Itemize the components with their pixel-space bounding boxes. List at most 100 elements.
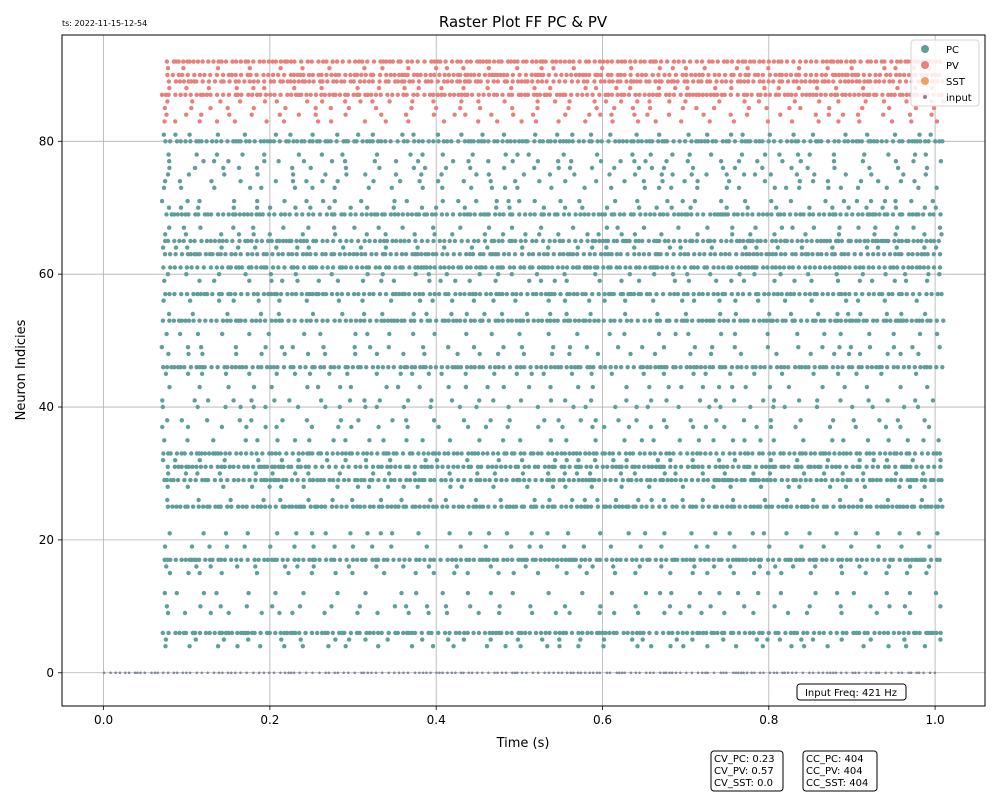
spike-point — [676, 404, 681, 410]
spike-point — [910, 458, 915, 463]
spike-point — [230, 59, 235, 64]
spike-point — [246, 637, 251, 642]
legend-pv-marker — [921, 61, 929, 69]
spike-point — [825, 291, 830, 297]
spike-point — [424, 544, 429, 549]
spike-point — [178, 205, 184, 210]
spike-point — [873, 72, 878, 78]
spike-point — [177, 79, 183, 84]
spike-point — [540, 504, 545, 509]
spike-point — [833, 85, 839, 91]
spike-point — [627, 272, 632, 277]
spike-point — [797, 179, 802, 184]
spike-point — [348, 265, 354, 270]
spike-point — [214, 92, 220, 98]
spike-point — [807, 205, 812, 210]
spike-point — [779, 79, 785, 84]
spike-point — [516, 139, 522, 144]
spike-point — [525, 79, 530, 84]
spike-point — [607, 504, 613, 509]
spike-point — [933, 671, 937, 675]
spike-point — [176, 72, 181, 78]
spike-point — [634, 79, 639, 84]
spike-point — [753, 671, 756, 675]
spike-point — [163, 637, 169, 642]
spike-point — [402, 238, 407, 244]
spike-point — [938, 212, 943, 217]
spike-point — [705, 225, 710, 230]
spike-point — [456, 477, 461, 483]
spike-point — [362, 119, 368, 124]
spike-point — [684, 557, 689, 562]
spike-point — [724, 185, 729, 190]
spike-point — [796, 265, 801, 270]
spike-point — [594, 179, 599, 184]
spike-point — [886, 152, 891, 157]
spike-point — [563, 630, 569, 636]
spike-point — [838, 79, 843, 84]
spike-point — [767, 252, 772, 257]
spike-point — [874, 477, 879, 483]
spike-point — [465, 458, 470, 463]
spike-point — [401, 92, 406, 98]
spike-point — [675, 630, 680, 636]
spike-point — [740, 252, 745, 257]
spike-point — [722, 630, 727, 636]
spike-point — [778, 272, 783, 277]
spike-point — [264, 119, 269, 124]
spike-point — [583, 477, 589, 483]
spike-point — [413, 570, 418, 576]
spike-point — [687, 604, 692, 609]
spike-point — [650, 464, 655, 469]
spike-point — [384, 384, 389, 390]
spike-point — [249, 398, 254, 403]
spike-point — [431, 92, 436, 98]
spike-point — [197, 278, 202, 283]
spike-point — [345, 291, 351, 297]
spike-point — [585, 238, 590, 244]
spike-point — [690, 451, 695, 456]
spike-point — [451, 504, 456, 509]
spike-point — [711, 291, 716, 297]
spike-point — [700, 497, 705, 503]
spike-point — [247, 79, 252, 84]
spike-point — [215, 464, 220, 469]
spike-point — [711, 564, 717, 569]
spike-point — [811, 79, 817, 84]
spike-point — [859, 504, 864, 509]
spike-point — [417, 179, 422, 184]
spike-point — [768, 671, 772, 675]
spike-point — [820, 291, 825, 297]
spike-point — [552, 318, 557, 323]
spike-point — [163, 139, 168, 144]
spike-point — [286, 139, 291, 144]
spike-point — [694, 59, 699, 64]
spike-point — [464, 252, 469, 257]
spike-point — [616, 418, 621, 423]
spike-point — [321, 345, 326, 350]
spike-point — [267, 504, 273, 509]
spike-point — [669, 205, 674, 210]
spike-point — [296, 451, 301, 456]
spike-point — [815, 252, 820, 257]
spike-point — [867, 72, 872, 78]
spike-point — [915, 238, 920, 244]
cc-box — [802, 750, 878, 792]
spike-point — [904, 92, 909, 98]
spike-point — [515, 59, 520, 64]
spike-point — [348, 384, 354, 390]
spike-point — [327, 477, 332, 483]
spike-point — [784, 504, 789, 509]
spike-point — [584, 570, 589, 576]
spike-point — [748, 504, 753, 509]
spike-point — [728, 564, 733, 569]
spike-point — [282, 265, 287, 270]
spike-point — [803, 291, 808, 297]
spike-point — [378, 497, 384, 503]
spike-point — [625, 365, 630, 370]
spike-point — [649, 165, 655, 171]
spike-point — [253, 318, 259, 323]
spike-point — [278, 630, 283, 636]
spike-point — [797, 291, 802, 297]
spike-point — [634, 132, 639, 137]
